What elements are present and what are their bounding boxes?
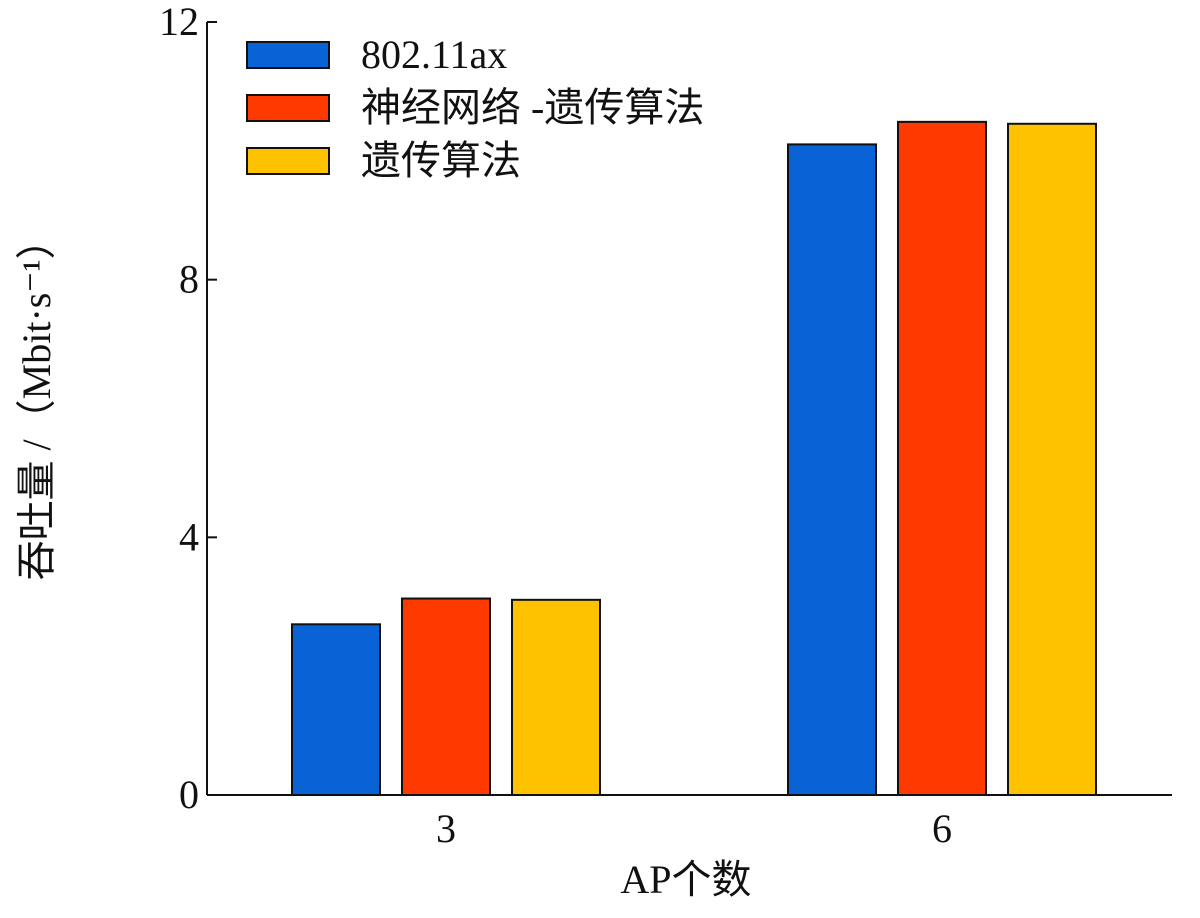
legend-label: 802.11ax [361,32,507,77]
legend-label: 神经网络 -遗传算法 [361,85,704,130]
y-tick-label: 12 [159,0,199,44]
legend-swatch [246,147,330,175]
bar-1-3 [291,623,381,796]
y-ticks: 0 4 8 12 [159,0,217,817]
legend-label: 遗传算法 [361,138,521,183]
y-tick-label: 0 [179,772,199,817]
x-axis-title: AP个数 [620,857,751,902]
y-axis-title: 吞吐量 /（Mbit·s⁻¹） [14,220,59,581]
x-tick-label: 3 [436,806,456,851]
x-tick-label: 6 [932,806,952,851]
y-tick-label: 8 [179,257,199,302]
legend-swatch [246,94,330,122]
bars [291,120,1097,797]
bar-2-6 [897,120,987,797]
bar-3-3 [511,598,601,796]
bar-3-6 [1007,122,1097,797]
y-tick-label: 4 [179,514,199,559]
bar-2-3 [401,597,491,797]
legend-swatch [246,41,330,69]
bar-1-6 [787,143,877,796]
